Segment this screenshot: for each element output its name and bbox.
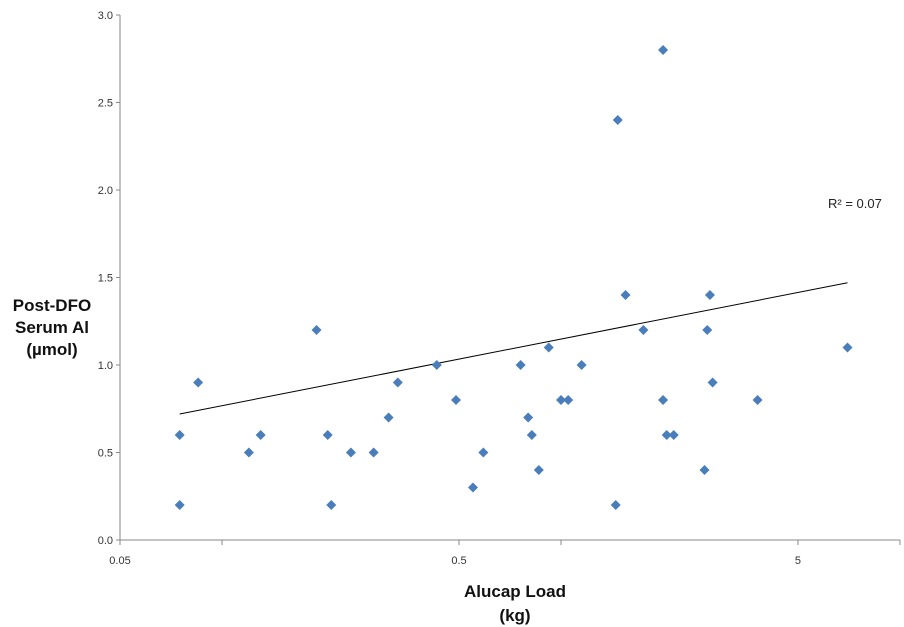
x-axis-title: Alucap Load (kg) xyxy=(464,582,566,625)
y-axis-title-line: Serum Al xyxy=(15,318,89,337)
x-tick-label: 5 xyxy=(795,555,801,567)
data-point xyxy=(368,447,379,458)
trendline-group xyxy=(179,282,848,415)
data-point xyxy=(174,430,185,440)
data-point xyxy=(702,325,713,335)
data-point xyxy=(620,290,631,300)
data-point xyxy=(311,325,322,335)
x-axis: 0.05 0.5 5 xyxy=(109,539,901,567)
data-point xyxy=(842,342,853,353)
data-point xyxy=(174,500,185,510)
data-points xyxy=(174,45,853,510)
data-point xyxy=(661,430,672,440)
data-point xyxy=(478,447,489,458)
data-point xyxy=(322,430,333,440)
data-point xyxy=(345,447,356,458)
data-point xyxy=(543,342,554,353)
data-point xyxy=(468,482,479,493)
y-tick-label: 3.0 xyxy=(98,10,113,22)
y-tick-label: 2.0 xyxy=(98,185,113,197)
y-axis-title-line: Post-DFO xyxy=(13,296,91,315)
y-axis-title-line: (µmol) xyxy=(26,340,77,359)
data-point xyxy=(431,360,442,370)
data-point xyxy=(392,377,403,388)
y-tick-label: 2.5 xyxy=(98,98,113,110)
y-axis: 0.0 0.5 1.0 1.5 2.0 2.5 3.0 xyxy=(98,10,121,547)
data-point xyxy=(699,465,710,475)
data-point xyxy=(193,377,204,388)
y-tick-label: 1.0 xyxy=(98,360,113,372)
y-tick-label: 0.0 xyxy=(98,535,113,547)
data-point xyxy=(610,500,621,510)
x-axis-title-line: (kg) xyxy=(499,606,530,625)
data-point xyxy=(383,412,394,423)
data-point xyxy=(752,395,763,405)
x-axis-title-line: Alucap Load xyxy=(464,582,566,601)
data-point xyxy=(704,290,715,300)
data-point xyxy=(658,395,669,405)
y-tick-label: 1.5 xyxy=(98,273,113,285)
data-point xyxy=(523,412,534,423)
data-point xyxy=(526,430,537,440)
data-point xyxy=(612,115,623,125)
x-tick-label: 0.5 xyxy=(451,555,466,567)
data-point xyxy=(326,500,337,510)
trendline xyxy=(179,282,848,415)
data-point xyxy=(451,395,462,405)
r-squared-annotation: R² = 0.07 xyxy=(828,196,882,211)
data-point xyxy=(243,447,254,458)
data-point xyxy=(515,360,526,370)
data-point xyxy=(638,325,649,335)
data-point xyxy=(668,430,679,440)
data-point xyxy=(576,360,587,370)
x-tick-label: 0.05 xyxy=(109,555,130,567)
data-point xyxy=(658,45,669,55)
y-tick-label: 0.5 xyxy=(98,448,113,460)
data-point xyxy=(533,465,544,475)
data-point xyxy=(563,395,574,405)
data-point xyxy=(255,430,266,440)
y-axis-title: Post-DFO Serum Al (µmol) xyxy=(13,296,91,359)
data-point xyxy=(707,377,718,388)
data-point xyxy=(556,395,567,405)
